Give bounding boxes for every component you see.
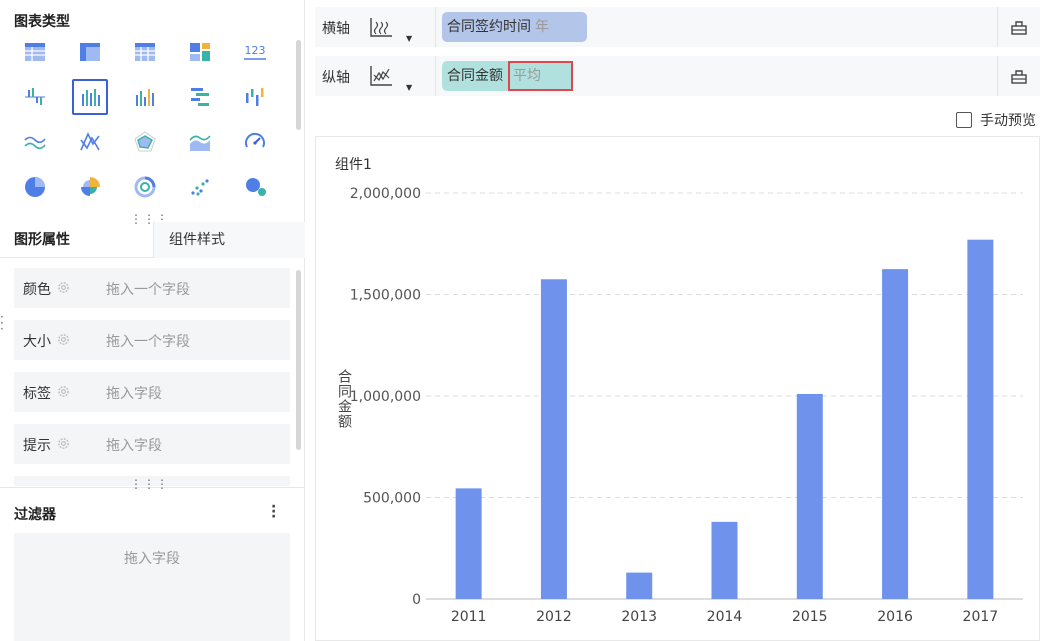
prop-color-label: 颜色 bbox=[23, 282, 51, 298]
gear-icon[interactable] bbox=[57, 385, 70, 398]
chart-panel: 0 500,000 1,000,000 1,500,000 2,000,000 2011 2… bbox=[315, 136, 1040, 641]
sort-lock-icon[interactable] bbox=[1010, 18, 1028, 36]
y-tick-label: 2,000,000 bbox=[350, 186, 421, 202]
tab-component-style[interactable]: 组件样式 bbox=[153, 222, 305, 258]
bar[interactable] bbox=[540, 279, 567, 599]
divider bbox=[435, 7, 436, 47]
y-tick-label: 500,000 bbox=[363, 491, 421, 507]
bar[interactable] bbox=[796, 393, 823, 599]
filter-placeholder: 拖入字段 bbox=[124, 551, 180, 567]
x-axis-field: 合同签约时间 bbox=[447, 19, 531, 35]
manual-preview-label: 手动预览 bbox=[980, 113, 1036, 129]
y-tick-label: 0 bbox=[412, 592, 421, 608]
bar[interactable] bbox=[455, 488, 482, 599]
prop-label-label: 标签 bbox=[23, 386, 51, 402]
scatter-chart-icon[interactable] bbox=[182, 169, 218, 205]
prop-label[interactable]: 标签 拖入字段 bbox=[14, 372, 290, 412]
sort-lock-icon[interactable] bbox=[1010, 67, 1028, 85]
divider bbox=[997, 56, 998, 96]
y-axis-icon[interactable] bbox=[368, 63, 394, 89]
grouped-bar-icon[interactable] bbox=[17, 79, 53, 115]
prop-overflow bbox=[14, 476, 290, 486]
tab-graph-properties[interactable]: 图形属性 bbox=[14, 232, 70, 248]
tangled-line-icon[interactable] bbox=[72, 124, 108, 160]
pie-chart-icon[interactable] bbox=[17, 169, 53, 205]
column-chart-icon[interactable] bbox=[72, 79, 108, 115]
x-axis-icon[interactable] bbox=[368, 14, 394, 40]
x-tick-label: 2017 bbox=[963, 609, 999, 625]
x-axis-field-pill[interactable]: 合同签约时间年 bbox=[442, 12, 587, 42]
kpi-number-icon[interactable]: 123 bbox=[237, 34, 273, 70]
manual-preview-checkbox[interactable] bbox=[956, 112, 972, 128]
x-axis-aggregation[interactable]: 年 bbox=[535, 19, 549, 35]
chevron-down-icon[interactable]: ▼ bbox=[406, 34, 413, 43]
props-scrollbar[interactable] bbox=[296, 270, 301, 450]
y-tick-label: 1,500,000 bbox=[350, 288, 421, 304]
gear-icon[interactable] bbox=[57, 281, 70, 294]
bubble-chart-icon[interactable] bbox=[237, 169, 273, 205]
more-options-icon[interactable]: · · · bbox=[271, 499, 277, 525]
combo-block-icon[interactable] bbox=[182, 34, 218, 70]
prop-tooltip-placeholder: 拖入字段 bbox=[106, 438, 162, 454]
y-axis-title: 合同金额 bbox=[336, 369, 352, 429]
prop-tooltip[interactable]: 提示 拖入字段 bbox=[14, 424, 290, 464]
radar-chart-icon[interactable] bbox=[127, 124, 163, 160]
prop-tooltip-label: 提示 bbox=[23, 438, 51, 454]
y-axis-field: 合同金额 bbox=[447, 68, 503, 84]
table-chart-icon[interactable] bbox=[17, 34, 53, 70]
divider bbox=[435, 56, 436, 96]
side-drag-handle-icon[interactable]: · · · bbox=[0, 310, 4, 336]
x-tick-label: 2014 bbox=[707, 609, 743, 625]
range-column-icon[interactable] bbox=[237, 79, 273, 115]
horizontal-bar-icon[interactable] bbox=[182, 79, 218, 115]
divider bbox=[0, 487, 305, 488]
left-panel: 图表类型 123 ⋮⋮⋮ 图形属性 组件样式 · · · 颜色 拖入一个字段 大小 … bbox=[0, 0, 305, 641]
filter-dropzone[interactable]: 拖入字段 bbox=[14, 533, 290, 641]
x-tick-label: 2012 bbox=[536, 609, 572, 625]
divider bbox=[997, 7, 998, 47]
x-axis-label: 横轴 bbox=[322, 21, 350, 37]
resize-handle-icon[interactable]: ⋮⋮⋮ bbox=[130, 477, 169, 491]
detail-table-icon[interactable] bbox=[127, 34, 163, 70]
prop-size-placeholder: 拖入一个字段 bbox=[106, 334, 190, 350]
chart-type-title: 图表类型 bbox=[14, 14, 70, 30]
y-axis-aggregation[interactable]: 平均 bbox=[508, 61, 573, 91]
donut-chart-icon[interactable] bbox=[127, 169, 163, 205]
gauge-chart-icon[interactable] bbox=[237, 124, 273, 160]
bar[interactable] bbox=[626, 572, 653, 599]
x-tick-label: 2013 bbox=[621, 609, 657, 625]
prop-color-placeholder: 拖入一个字段 bbox=[106, 282, 190, 298]
gear-icon[interactable] bbox=[57, 333, 70, 346]
bar[interactable] bbox=[711, 521, 738, 599]
manual-preview-toggle[interactable]: 手动预览 bbox=[956, 110, 1036, 130]
property-tabs: 图形属性 组件样式 bbox=[0, 222, 305, 258]
multi-column-icon[interactable] bbox=[127, 79, 163, 115]
bar[interactable] bbox=[967, 239, 994, 599]
prop-size[interactable]: 大小 拖入一个字段 bbox=[14, 320, 290, 360]
filter-title: 过滤器 bbox=[14, 507, 56, 523]
x-tick-label: 2011 bbox=[451, 609, 487, 625]
line-chart-icon[interactable] bbox=[17, 124, 53, 160]
area-chart-icon[interactable] bbox=[182, 124, 218, 160]
bar[interactable] bbox=[882, 269, 909, 599]
y-axis-label: 纵轴 bbox=[322, 70, 350, 86]
y-axis-field-pill[interactable]: 合同金额 平均 bbox=[442, 61, 573, 91]
x-tick-label: 2016 bbox=[877, 609, 913, 625]
chart-types-scrollbar[interactable] bbox=[296, 40, 301, 130]
x-axis-row: 横轴 ▼ 合同签约时间年 bbox=[315, 7, 1040, 47]
x-tick-label: 2015 bbox=[792, 609, 828, 625]
prop-label-placeholder: 拖入字段 bbox=[106, 386, 162, 402]
prop-size-label: 大小 bbox=[23, 334, 51, 350]
bar-chart: 0 500,000 1,000,000 1,500,000 2,000,000 2011 2… bbox=[336, 186, 1023, 625]
y-tick-label: 1,000,000 bbox=[350, 389, 421, 405]
rose-chart-icon[interactable] bbox=[72, 169, 108, 205]
prop-color[interactable]: 颜色 拖入一个字段 bbox=[14, 268, 290, 308]
component-title: 组件1 bbox=[335, 157, 372, 173]
pivot-table-icon[interactable] bbox=[72, 34, 108, 70]
gear-icon[interactable] bbox=[57, 437, 70, 450]
chevron-down-icon[interactable]: ▼ bbox=[406, 83, 413, 92]
svg-text:123: 123 bbox=[245, 44, 266, 57]
y-axis-row: 纵轴 ▼ 合同金额 平均 bbox=[315, 56, 1040, 96]
